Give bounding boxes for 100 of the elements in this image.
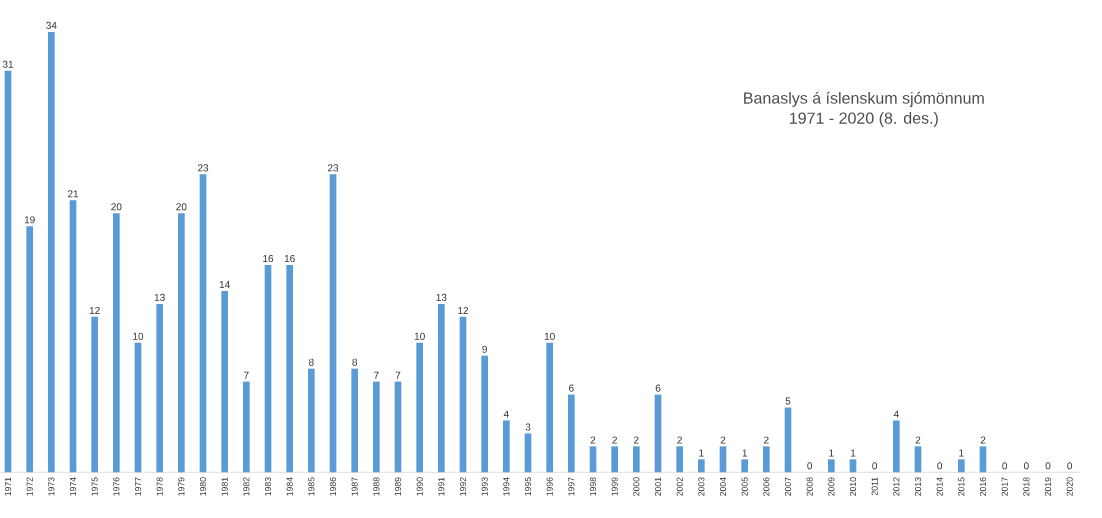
data-label: 23	[197, 164, 209, 172]
x-tick-label: 1996	[546, 477, 553, 496]
x-tick-label: 1997	[568, 477, 575, 496]
data-label: 0	[807, 462, 813, 470]
x-tick-label: 2015	[958, 477, 965, 497]
bar	[113, 213, 120, 473]
x-tick-label: 2000	[633, 477, 640, 497]
data-label: 7	[395, 371, 401, 379]
x-tick-label: 1980	[199, 477, 207, 496]
x-tick-label: 2014	[936, 477, 943, 497]
x-tick-label: 1989	[394, 477, 402, 496]
bar	[199, 174, 207, 473]
bar	[221, 291, 229, 473]
data-label: 9	[482, 345, 487, 353]
x-tick-label: 1976	[113, 477, 120, 496]
data-label: 2	[677, 436, 682, 444]
bar	[69, 200, 77, 473]
data-label: 2	[612, 436, 617, 444]
bar	[438, 304, 445, 473]
bar	[4, 70, 12, 473]
data-label: 13	[154, 294, 165, 302]
x-tick-label: 1992	[459, 477, 467, 496]
x-tick-label: 1975	[91, 477, 98, 496]
data-label: 1	[959, 449, 964, 457]
x-tick-label: 1978	[156, 477, 163, 496]
x-tick-label: 1979	[178, 477, 185, 496]
data-label: 3	[525, 423, 531, 431]
x-tick-label: 2003	[698, 477, 705, 497]
data-label: 2	[634, 436, 639, 444]
bar	[524, 433, 532, 473]
x-tick-label: 2011	[871, 477, 878, 496]
data-label: 0	[937, 462, 943, 470]
bar	[698, 459, 705, 473]
x-tick-label: 1988	[373, 477, 380, 496]
data-label: 1	[829, 449, 834, 457]
bar	[459, 317, 467, 473]
data-label: 16	[263, 255, 274, 263]
bar	[893, 420, 900, 473]
data-label: 6	[655, 384, 661, 392]
x-tick-label: 2004	[719, 477, 727, 497]
data-label: 10	[544, 332, 555, 340]
bar	[763, 446, 770, 473]
data-label: 0	[1002, 462, 1008, 470]
data-label: 8	[352, 358, 358, 366]
data-label: 2	[980, 436, 986, 444]
data-label: 0	[872, 462, 878, 470]
x-tick-label: 1974	[69, 477, 77, 496]
x-tick-label: 1984	[286, 477, 293, 496]
bar	[48, 32, 55, 473]
x-tick-label: 1987	[351, 477, 358, 496]
bar	[914, 446, 922, 473]
bar	[416, 342, 424, 473]
x-tick-label: 1985	[308, 477, 315, 496]
data-label: 12	[89, 307, 100, 315]
bar	[546, 342, 554, 473]
bar	[979, 446, 987, 473]
bar	[329, 174, 337, 473]
bar	[611, 446, 619, 473]
bar	[589, 446, 597, 473]
x-tick-label: 2020	[1066, 477, 1073, 497]
x-tick-label: 2006	[763, 477, 770, 497]
x-tick-label: 1999	[611, 477, 618, 496]
bar	[156, 304, 164, 473]
x-tick-label: 1994	[503, 477, 510, 496]
data-label: 19	[24, 216, 35, 224]
x-tick-label: 1986	[329, 477, 337, 496]
data-label: 34	[46, 22, 57, 30]
x-tick-label: 2017	[1001, 477, 1008, 497]
data-label: 13	[436, 294, 447, 302]
data-label: 7	[374, 371, 379, 379]
x-tick-label: 2010	[849, 477, 857, 497]
data-label: 1	[742, 449, 747, 457]
x-tick-label: 2019	[1044, 477, 1052, 497]
bar	[373, 381, 380, 473]
bar	[264, 265, 272, 473]
data-label: 7	[244, 371, 249, 379]
data-label: 20	[111, 203, 122, 211]
bar	[243, 381, 250, 473]
x-tick-label: 1990	[416, 477, 423, 496]
bar	[741, 459, 749, 473]
data-label: 1	[850, 449, 856, 457]
x-tick-label: 1973	[48, 477, 55, 496]
x-tick-label: 1991	[438, 477, 445, 496]
x-tick-label: 2008	[806, 477, 813, 497]
data-label: 20	[176, 203, 187, 211]
bar	[351, 368, 359, 473]
data-label: 2	[915, 436, 921, 444]
data-label: 5	[785, 397, 791, 405]
x-tick-label: 2007	[784, 477, 792, 497]
bar	[286, 265, 294, 473]
text: 1971 - 2020 (8. des.)	[790, 112, 938, 128]
data-label: 6	[569, 384, 574, 392]
x-tick-label: 2001	[654, 477, 662, 497]
x-tick-label: 1977	[134, 477, 142, 496]
data-label: 0	[1067, 462, 1073, 470]
x-tick-label: 2013	[914, 477, 922, 497]
x-tick-label: 1993	[481, 477, 488, 496]
bar	[568, 394, 575, 473]
data-label: 31	[2, 60, 14, 68]
bar	[633, 446, 640, 473]
